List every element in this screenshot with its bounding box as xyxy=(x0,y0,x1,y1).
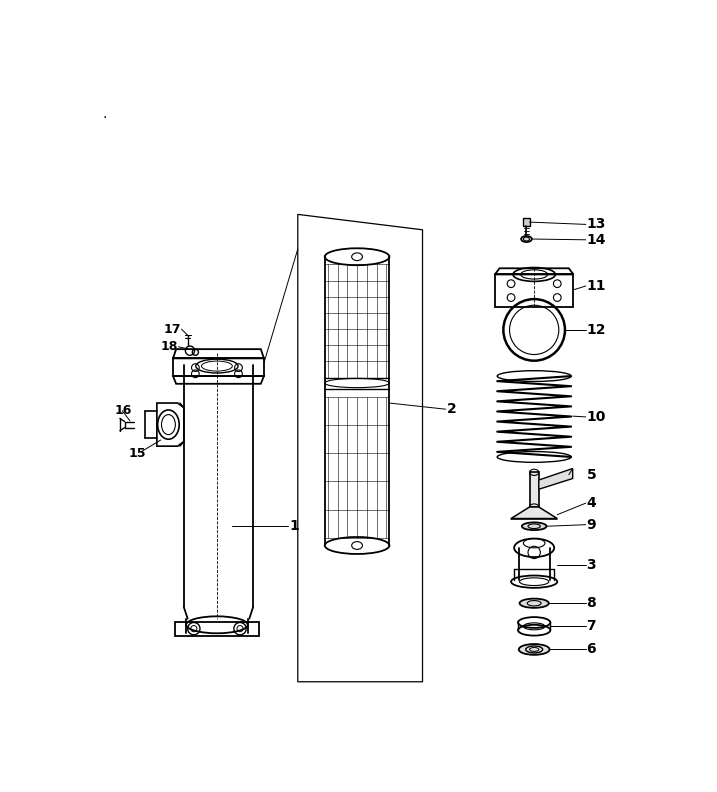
Text: .: . xyxy=(103,107,108,120)
Ellipse shape xyxy=(522,523,546,530)
Text: 4: 4 xyxy=(587,496,597,510)
Text: 7: 7 xyxy=(587,619,596,634)
Polygon shape xyxy=(523,219,530,226)
Text: 1: 1 xyxy=(289,520,299,533)
Text: 5: 5 xyxy=(587,467,597,482)
Text: 15: 15 xyxy=(128,447,146,460)
Text: 2: 2 xyxy=(447,402,457,417)
Ellipse shape xyxy=(519,644,549,655)
Text: 11: 11 xyxy=(587,279,606,293)
Text: 3: 3 xyxy=(587,558,596,572)
Polygon shape xyxy=(538,469,573,489)
Text: 14: 14 xyxy=(587,233,606,247)
Polygon shape xyxy=(530,472,538,507)
Text: 17: 17 xyxy=(164,322,181,336)
Text: 12: 12 xyxy=(587,323,606,337)
Text: 13: 13 xyxy=(587,217,606,231)
Text: 10: 10 xyxy=(587,410,606,424)
Polygon shape xyxy=(511,507,557,519)
Text: 8: 8 xyxy=(587,596,597,611)
Ellipse shape xyxy=(520,599,549,608)
Text: 18: 18 xyxy=(161,341,179,353)
Ellipse shape xyxy=(521,236,532,242)
Text: 9: 9 xyxy=(587,518,596,531)
Text: 16: 16 xyxy=(115,404,132,417)
Text: 6: 6 xyxy=(587,642,596,657)
